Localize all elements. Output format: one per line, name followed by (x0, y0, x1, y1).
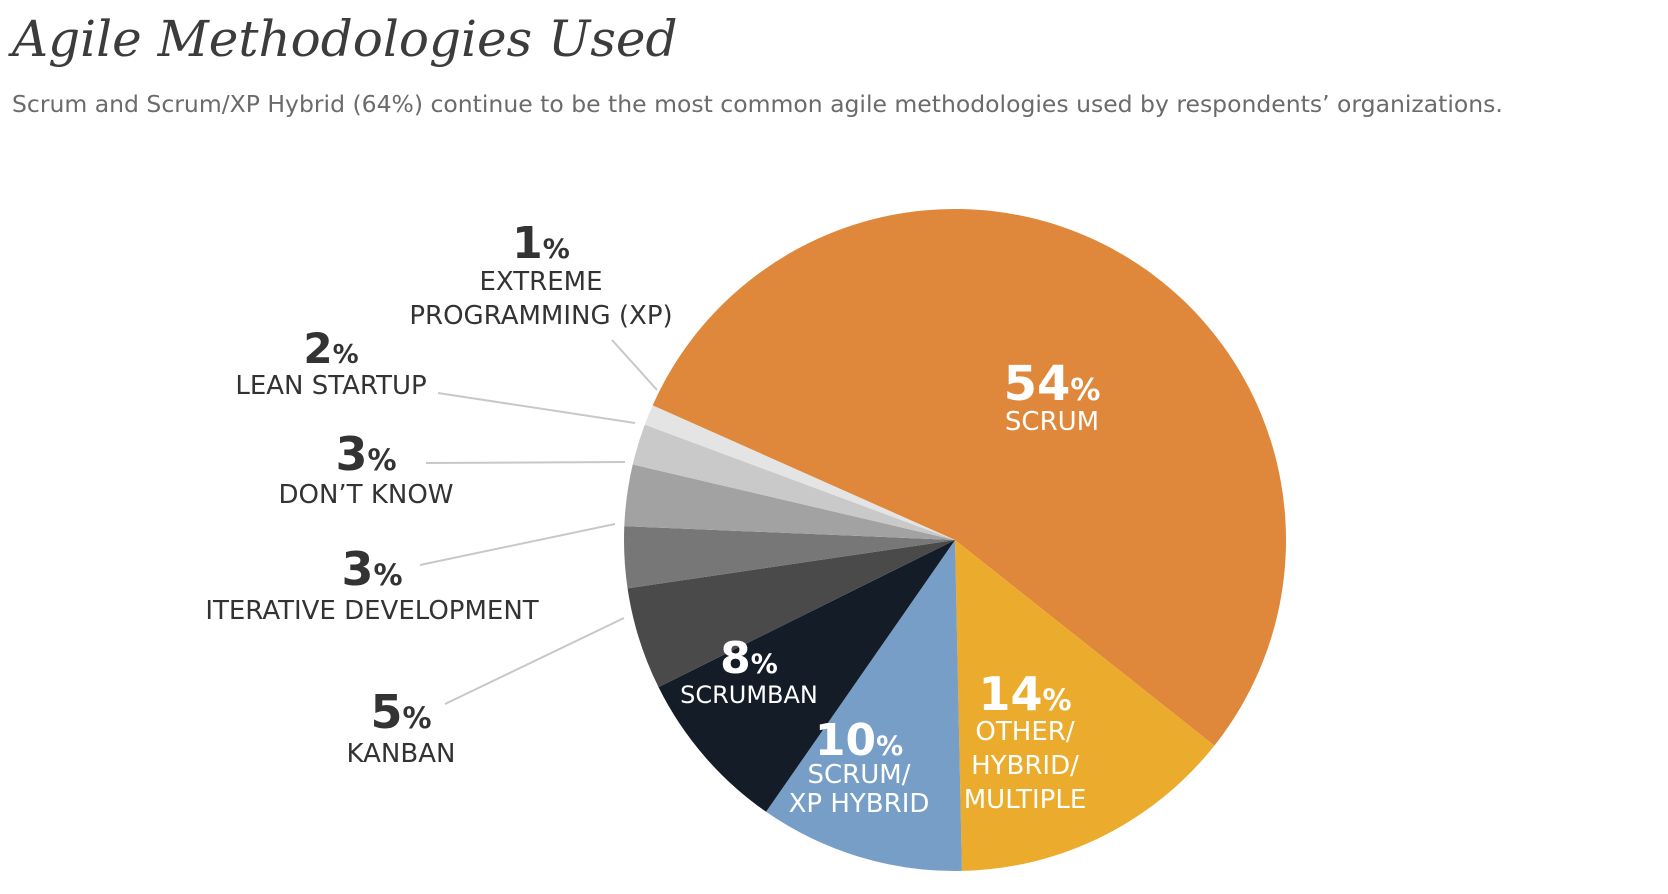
slice-value-scrum-xp-hybrid: 10% (815, 715, 903, 766)
leader-line-iterative-development (419, 523, 616, 566)
pie-slice-lean-startup (632, 424, 955, 540)
leader-line-kanban (444, 617, 625, 705)
slice-value-scrum: 54% (1004, 356, 1101, 412)
pie-slice-scrum (652, 208, 1287, 746)
slice-label-scrum: SCRUM (1005, 407, 1099, 437)
pie-slice-other-hybrid-multiple (955, 540, 1215, 871)
slice-value-don-t-know: 3% (335, 427, 396, 481)
chart-title: Agile Methodologies Used (12, 10, 678, 68)
slice-labels: 54%SCRUM14%OTHER/HYBRID/MULTIPLE10%SCRUM… (205, 218, 1100, 819)
pie-slice-don-t-know (624, 464, 955, 540)
slice-value-scrumban: 8% (720, 633, 778, 684)
slice-value-lean-startup: 2% (303, 324, 358, 373)
chart-subtitle: Scrum and Scrum/XP Hybrid (64%) continue… (12, 90, 1503, 118)
pie-slice-scrumban (658, 540, 955, 812)
pie-slice-kanban (627, 540, 955, 688)
slice-value-iterative-development: 3% (341, 542, 402, 596)
leader-line-extreme-programming-xp (611, 339, 658, 391)
slice-label-extreme-programming-xp: EXTREME PROGRAMMING (XP) (409, 267, 672, 331)
slice-value-extreme-programming-xp: 1% (512, 218, 570, 269)
leader-line-don-t-know (425, 461, 626, 464)
pie-slices (623, 208, 1287, 872)
slice-label-lean-startup: LEAN STARTUP (235, 371, 426, 401)
slice-label-scrum-xp-hybrid: SCRUM/XP HYBRID (789, 760, 930, 819)
slice-value-other-hybrid-multiple: 14% (978, 667, 1071, 721)
leader-line-lean-startup (437, 392, 636, 424)
pie-slice-extreme-programming-xp (644, 405, 955, 540)
slice-label-scrumban: SCRUMBAN (680, 681, 818, 709)
slice-label-other-hybrid-multiple: OTHER/HYBRID/MULTIPLE (964, 717, 1087, 815)
slice-value-kanban: 5% (370, 685, 431, 739)
pie-slice-scrum-xp-hybrid (766, 540, 962, 872)
slice-label-kanban: KANBAN (347, 739, 456, 769)
leader-lines (419, 339, 658, 705)
slice-label-iterative-development: ITERATIVE DEVELOPMENT (205, 596, 538, 626)
pie-slice-iterative-development (623, 526, 955, 589)
slice-label-don-t-know: DON’T KNOW (278, 480, 453, 510)
